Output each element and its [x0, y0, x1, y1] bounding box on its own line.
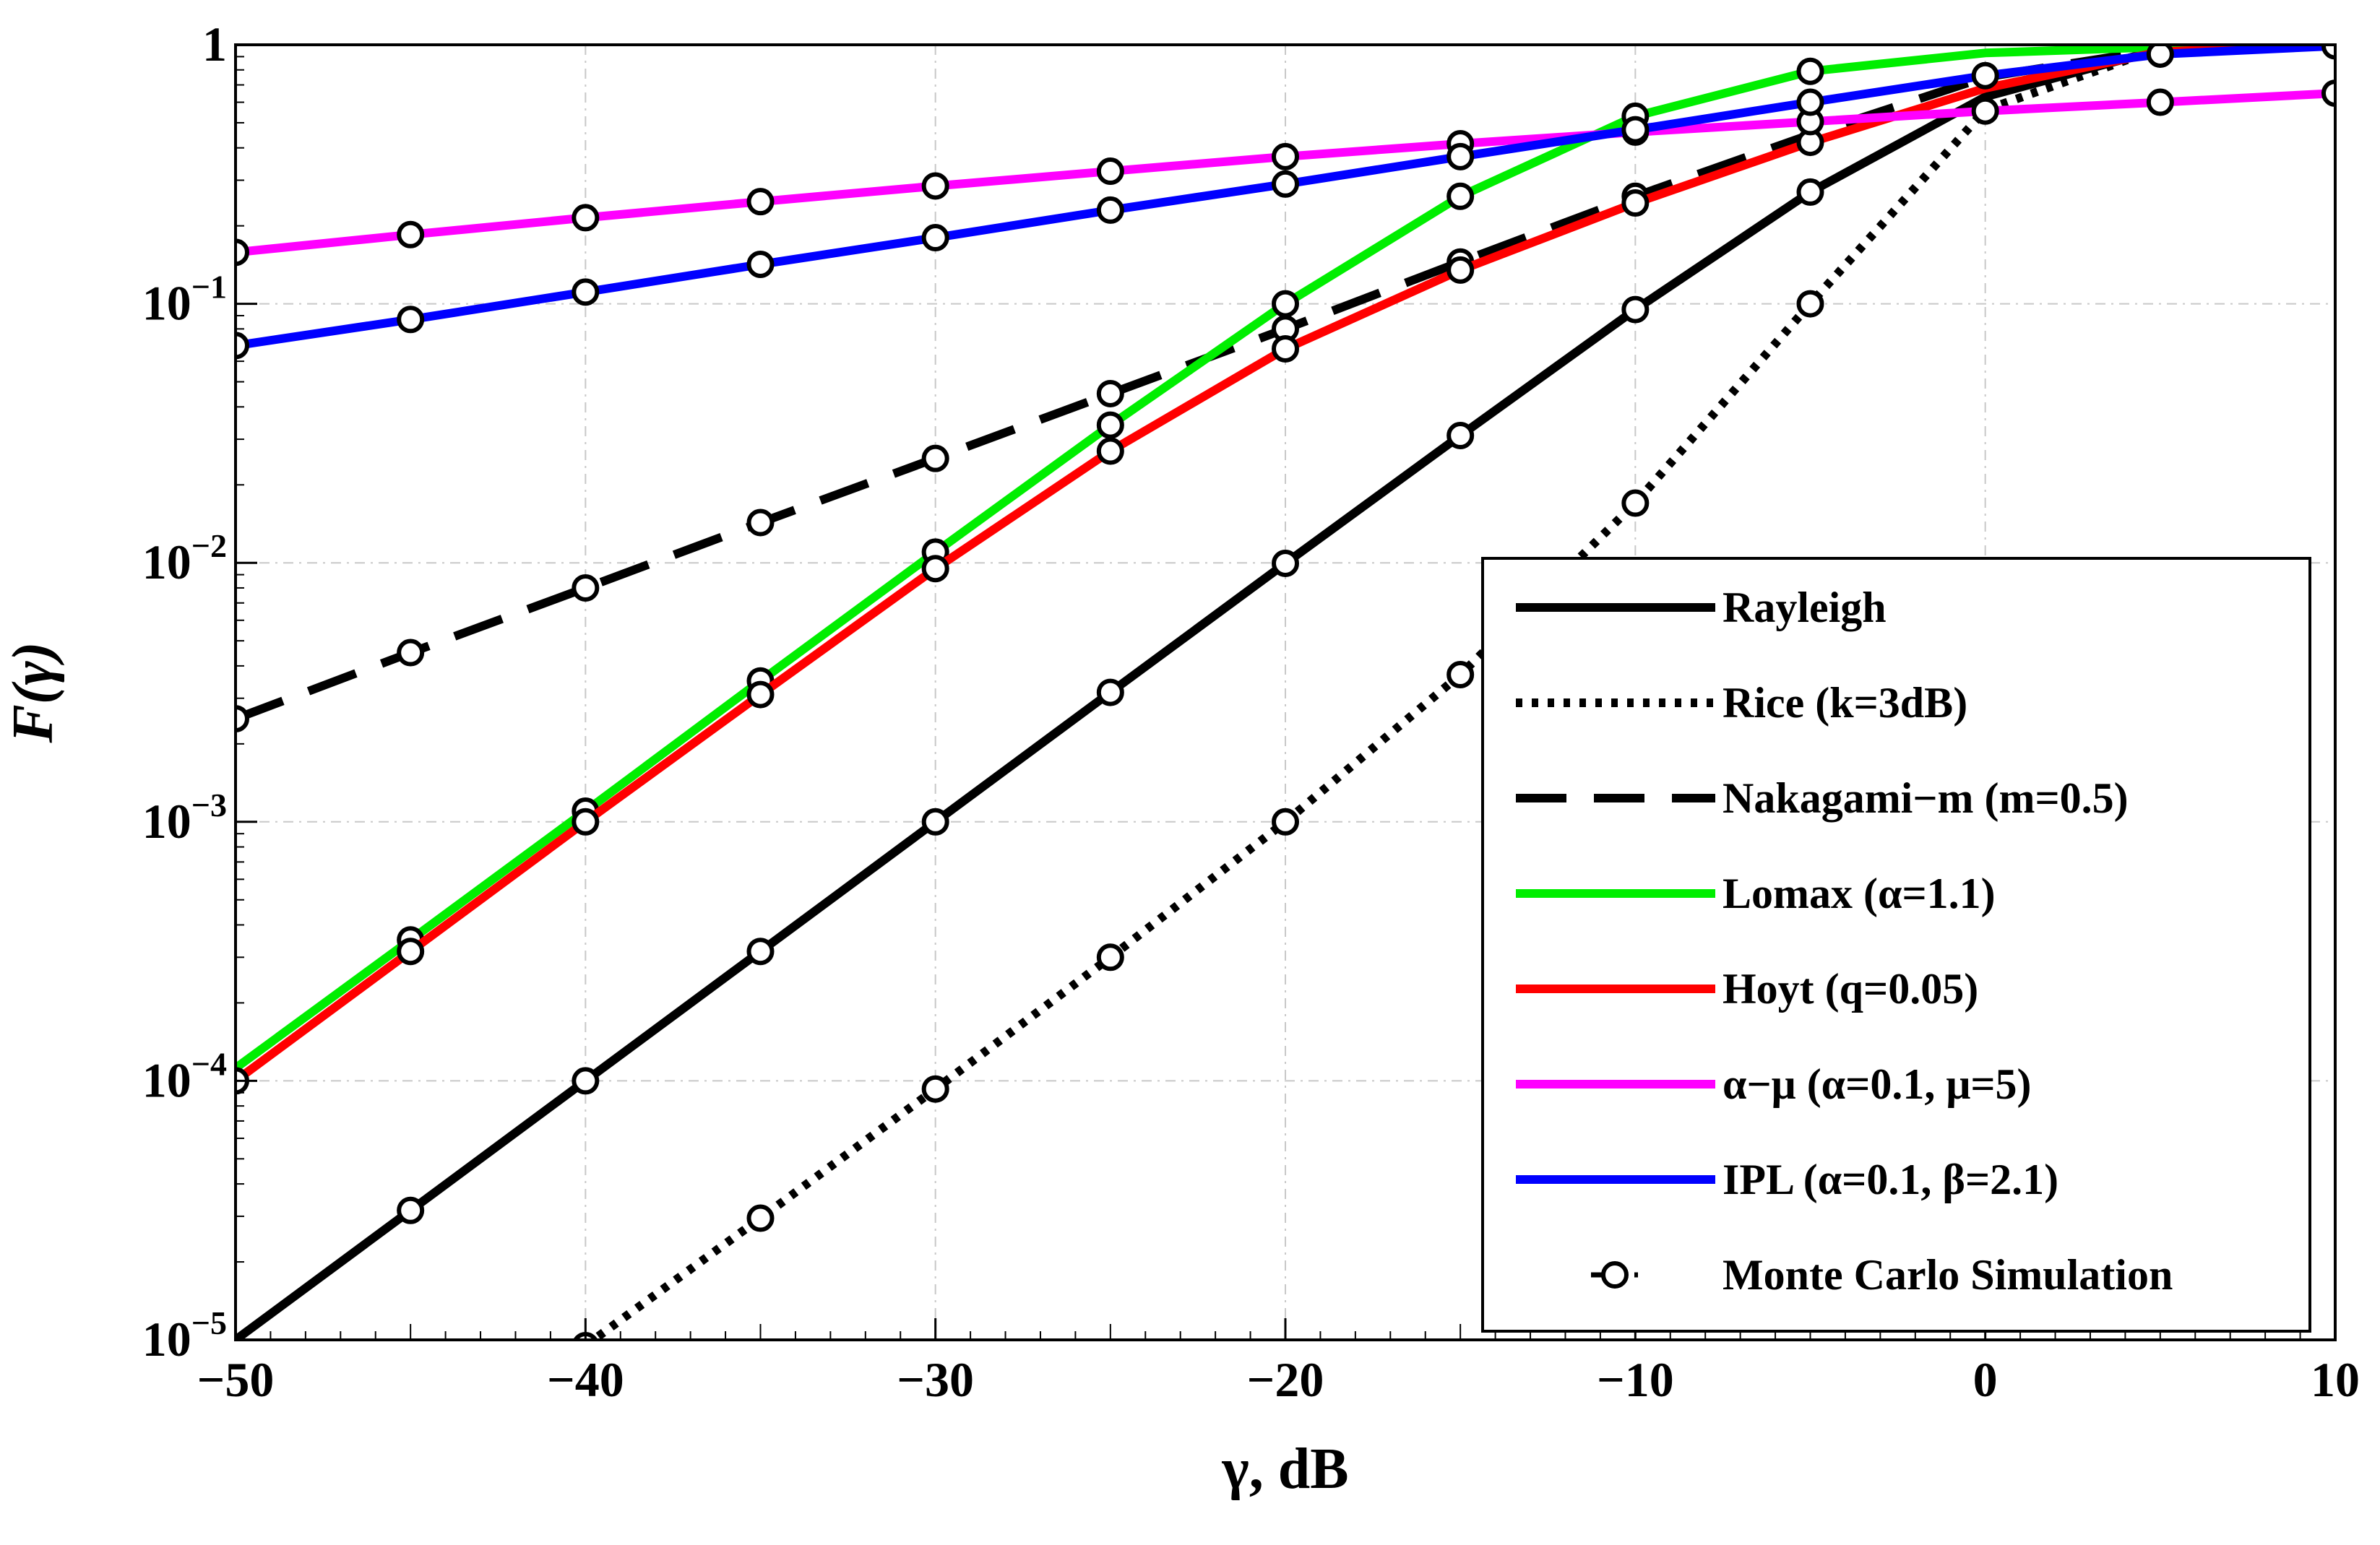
- monte-carlo-marker: [746, 1204, 775, 1232]
- monte-carlo-marker: [1446, 142, 1475, 170]
- monte-carlo-marker: [1796, 57, 1824, 85]
- monte-carlo-marker: [746, 188, 775, 216]
- legend-item: Rice (k=3dB): [1516, 679, 1967, 727]
- monte-carlo-marker: [572, 204, 600, 232]
- monte-carlo-marker: [236, 705, 249, 733]
- legend-item: Lomax (α=1.1): [1516, 870, 1996, 917]
- monte-carlo-marker: [572, 1067, 600, 1095]
- monte-carlo-marker: [397, 938, 425, 966]
- legend-label: Nakagami−m (m=0.5): [1723, 774, 2129, 822]
- x-tick-label: −40: [547, 1352, 624, 1407]
- series-rice: [573, 45, 2335, 1340]
- legend: Rayleigh Rice (k=3dB) Nakagami−m (m=0.5) Lo…: [1481, 557, 2311, 1333]
- monte-carlo-marker: [1621, 295, 1650, 324]
- x-tick-label: −20: [1247, 1352, 1324, 1407]
- x-tick-label: −30: [897, 1352, 974, 1407]
- monte-carlo-marker: [746, 680, 775, 709]
- monte-carlo-marker: [397, 306, 425, 334]
- y-tick-label: 10−3: [142, 787, 227, 849]
- monte-carlo-marker: [746, 250, 775, 278]
- y-tick-label: 10−5: [142, 1304, 227, 1367]
- monte-carlo-marker: [397, 639, 425, 667]
- legend-item: Hoyt (q=0.05): [1516, 965, 1978, 1013]
- monte-carlo-marker: [1971, 61, 1999, 90]
- series-−: [236, 79, 2335, 267]
- legend-item: Nakagami−m (m=0.5): [1516, 774, 2129, 822]
- monte-carlo-marker: [1621, 489, 1650, 517]
- monte-carlo-marker: [1272, 334, 1299, 363]
- series-rayleigh: [236, 45, 2335, 1340]
- monte-carlo-marker: [921, 1075, 949, 1103]
- legend-box: [1481, 557, 2311, 1333]
- y-tick-label: 1: [202, 17, 227, 72]
- legend-item: α−μ (α=0.1, μ=5): [1516, 1060, 2032, 1108]
- monte-carlo-marker: [1096, 157, 1124, 186]
- series-group: [236, 45, 2335, 1340]
- monte-carlo-marker: [1621, 189, 1650, 217]
- monte-carlo-marker: [1096, 678, 1124, 706]
- legend-label: Hoyt (q=0.05): [1723, 965, 1978, 1013]
- monte-carlo-marker: [1971, 97, 1999, 125]
- monte-carlo-marker: [397, 220, 425, 248]
- y-axis-title: F(γ): [1, 642, 65, 744]
- x-tick-label: −50: [197, 1352, 275, 1407]
- monte-carlo-marker: [2146, 88, 2174, 116]
- series-ipl: [236, 45, 2335, 360]
- legend-label: α−μ (α=0.1, μ=5): [1723, 1060, 2032, 1108]
- monte-carlo-marker: [921, 444, 949, 472]
- monte-carlo-marker: [2146, 45, 2174, 68]
- monte-carlo-marker: [1621, 116, 1650, 144]
- monte-carlo-marker: [1096, 379, 1124, 407]
- monte-carlo-marker: [1096, 437, 1124, 465]
- monte-carlo-marker: [1096, 411, 1124, 439]
- monte-carlo-marker: [921, 224, 949, 252]
- monte-carlo-marker: [1272, 142, 1299, 170]
- legend-item: IPL (α=0.1, β=2.1): [1516, 1156, 2058, 1203]
- monte-carlo-marker: [1446, 661, 1475, 689]
- legend-label: Monte Carlo Simulation: [1723, 1251, 2173, 1299]
- legend-label: Lomax (α=1.1): [1723, 870, 1996, 917]
- monte-carlo-marker: [1272, 808, 1299, 836]
- x-tick-label: −10: [1597, 1352, 1674, 1407]
- monte-carlo-marker: [921, 555, 949, 583]
- monte-carlo-marker: [1272, 170, 1299, 198]
- monte-carlo-marker: [1096, 943, 1124, 971]
- y-tick-label: 10−4: [142, 1045, 227, 1107]
- monte-carlo-marker: [236, 332, 249, 360]
- monte-carlo-marker: [397, 1196, 425, 1224]
- legend-label: IPL (α=0.1, β=2.1): [1723, 1156, 2058, 1203]
- monte-carlo-marker: [572, 808, 600, 836]
- y-tick-label: 10−1: [142, 269, 227, 331]
- legend-label: Rice (k=3dB): [1723, 679, 1967, 727]
- x-axis-title: γ, dB: [1221, 1437, 1348, 1501]
- axis-ticks: −50 −40 −30 −20 −10 0 10 1 10−1 10−2 10−3 10−4 10−5: [142, 17, 2360, 1407]
- monte-carlo-marker: [746, 508, 775, 537]
- x-tick-label: 10: [2311, 1352, 2360, 1407]
- monte-carlo-marker: [746, 938, 775, 966]
- monte-carlo-marker: [921, 808, 949, 836]
- monte-carlo-marker: [1796, 290, 1824, 318]
- monte-carlo-marker: [921, 172, 949, 200]
- monte-carlo-marker: [1446, 256, 1475, 284]
- legend-label: Rayleigh: [1723, 584, 1887, 631]
- monte-carlo-marker: [1272, 549, 1299, 577]
- monte-carlo-marker: [2321, 79, 2335, 108]
- monte-carlo-marker: [572, 574, 600, 602]
- monte-carlo-marker: [1446, 421, 1475, 449]
- x-tick-label: 0: [1973, 1352, 1998, 1407]
- monte-carlo-marker: [1272, 290, 1299, 318]
- legend-item: Monte Carlo Simulation: [1591, 1251, 2173, 1299]
- monte-carlo-marker: [1096, 196, 1124, 224]
- legend-marker-swatch: [1601, 1261, 1629, 1289]
- legend-item: Rayleigh: [1516, 584, 1887, 631]
- monte-carlo-marker: [1796, 178, 1824, 206]
- monte-carlo-marker: [236, 238, 249, 267]
- y-tick-label: 10−2: [142, 527, 227, 589]
- monte-carlo-marker: [1446, 182, 1475, 210]
- monte-carlo-marker: [572, 278, 600, 306]
- monte-carlo-marker: [1796, 88, 1824, 116]
